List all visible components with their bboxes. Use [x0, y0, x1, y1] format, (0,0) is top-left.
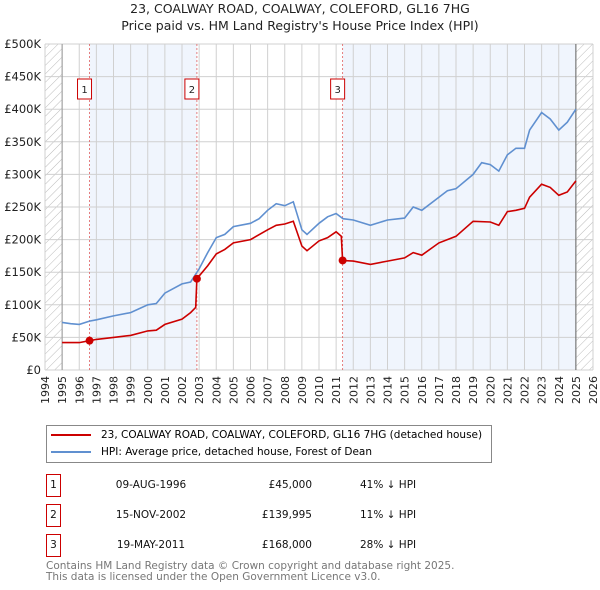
x-tick-label: 1994 — [39, 376, 52, 404]
x-tick-label: 2025 — [570, 376, 583, 404]
sale-price: £139,995 — [261, 509, 312, 521]
series-line — [61, 108, 577, 326]
chart-title: 23, COALWAY ROAD, COALWAY, COLEFORD, GL1… — [130, 1, 470, 16]
x-tick-label: 2007 — [262, 376, 275, 404]
sale-marker-label: 2 — [189, 85, 195, 96]
y-tick-label: £500K — [4, 37, 41, 51]
x-tick-label: 1998 — [108, 376, 121, 404]
x-tick-label: 1995 — [56, 376, 69, 404]
sale-point — [338, 256, 347, 265]
y-tick-label: £350K — [4, 135, 41, 149]
x-tick-label: 2009 — [296, 376, 309, 404]
x-tick-label: 2004 — [210, 376, 223, 404]
y-tick-label: £100K — [4, 298, 41, 312]
x-tick-label: 2002 — [176, 376, 189, 404]
sale-date: 19-MAY-2011 — [116, 539, 186, 551]
x-tick-label: 2019 — [467, 376, 480, 404]
sale-date: 15-NOV-2002 — [115, 509, 187, 521]
series-line — [62, 180, 577, 344]
hpi-diff: 11% ↓ HPI — [360, 509, 417, 521]
y-tick-label: £250K — [4, 200, 41, 214]
x-tick-label: 2020 — [484, 376, 497, 404]
legend-item-property: 23, COALWAY ROAD, COALWAY, COLEFORD, GL1… — [51, 429, 482, 441]
footer-licence: This data is licensed under the Open Gov… — [46, 571, 381, 583]
x-tick-label: 2012 — [347, 376, 360, 404]
x-tick-label: 2005 — [227, 376, 240, 404]
x-tick-label: 2011 — [330, 376, 343, 404]
y-tick-label: £200K — [4, 233, 41, 247]
y-tick-label: £300K — [4, 167, 41, 181]
price-chart: 1994 1995 1996 1997 1998 1999 2000 2001 2002 2003… — [4, 37, 600, 404]
sale-marker-label: 3 — [334, 85, 340, 96]
x-tick-label: 2015 — [399, 376, 412, 404]
sale-marker: 2 — [46, 504, 61, 527]
sale-price: £168,000 — [261, 539, 312, 551]
x-tick-label: 2017 — [433, 376, 446, 404]
x-tick-label: 2022 — [519, 376, 532, 404]
sale-marker-box — [77, 78, 93, 100]
sale-price: £45,000 — [268, 479, 312, 491]
hpi-diff: 28% ↓ HPI — [360, 539, 417, 551]
table-row: 3 19-MAY-2011 £168,000 28% ↓ HPI — [46, 534, 446, 557]
x-tick-label: 2016 — [416, 376, 429, 404]
x-tick-label: 1996 — [73, 376, 86, 404]
x-tick-label: 1997 — [90, 376, 103, 404]
sale-point — [192, 274, 201, 283]
x-tick-label: 2000 — [142, 376, 155, 404]
x-tick-label: 2024 — [553, 376, 566, 404]
y-tick-label: £400K — [4, 102, 41, 116]
table-row: 2 15-NOV-2002 £139,995 11% ↓ HPI — [46, 504, 446, 527]
sale-marker-label: 1 — [81, 85, 87, 96]
hpi-diff: 41% ↓ HPI — [360, 479, 417, 491]
legend-swatch-red — [51, 434, 91, 436]
footer-copyright: Contains HM Land Registry data © Crown c… — [46, 560, 455, 572]
legend: 23, COALWAY ROAD, COALWAY, COLEFORD, GL1… — [46, 425, 492, 463]
x-tick-label: 2026 — [587, 376, 600, 404]
sale-point — [85, 336, 94, 345]
sale-marker: 3 — [46, 534, 61, 557]
legend-label: HPI: Average price, detached house, Fore… — [101, 446, 373, 458]
legend-swatch-blue — [51, 451, 91, 453]
x-tick-label: 2014 — [382, 376, 395, 404]
x-tick-label: 2010 — [313, 376, 326, 404]
x-tick-label: 2008 — [279, 376, 292, 404]
sale-marker-box — [330, 78, 346, 100]
y-tick-label: £0 — [26, 363, 41, 377]
sale-marker: 1 — [46, 474, 61, 497]
table-row: 1 09-AUG-1996 £45,000 41% ↓ HPI — [46, 474, 446, 497]
y-tick-label: £50K — [12, 330, 42, 344]
x-tick-label: 2001 — [159, 376, 172, 404]
sale-date: 09-AUG-1996 — [115, 479, 187, 491]
x-tick-label: 2018 — [450, 376, 463, 404]
chart-subtitle: Price paid vs. HM Land Registry's House … — [121, 18, 479, 33]
x-tick-label: 2013 — [364, 376, 377, 404]
legend-item-hpi: HPI: Average price, detached house, Fore… — [51, 446, 372, 458]
x-tick-label: 2023 — [536, 376, 549, 404]
x-tick-label: 1999 — [125, 376, 138, 404]
y-tick-label: £150K — [4, 265, 41, 279]
legend-label: 23, COALWAY ROAD, COALWAY, COLEFORD, GL1… — [101, 429, 483, 441]
x-tick-label: 2006 — [245, 376, 258, 404]
x-tick-label: 2021 — [501, 376, 514, 404]
x-tick-label: 2003 — [193, 376, 206, 404]
sale-marker-box — [184, 78, 200, 100]
y-tick-label: £450K — [4, 70, 41, 84]
